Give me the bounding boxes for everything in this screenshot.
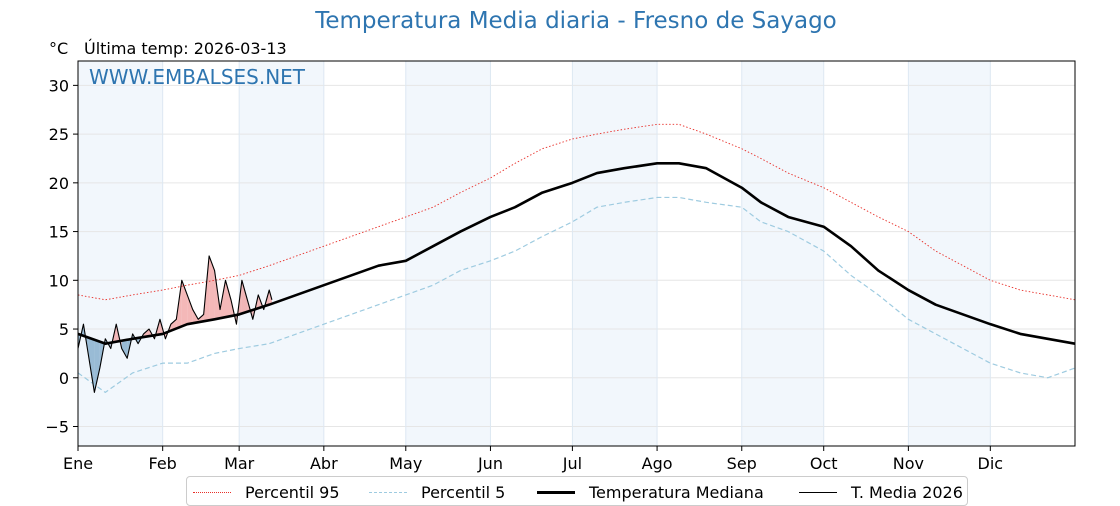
x-tick-label: Oct — [810, 454, 838, 473]
x-tick-label: Abr — [310, 454, 338, 473]
x-tick-label: Dic — [978, 454, 1004, 473]
month-band — [78, 61, 163, 446]
warm-anomaly-fill — [187, 294, 193, 325]
chart-title: Temperatura Media diaria - Fresno de Say… — [315, 8, 837, 34]
legend-label: Percentil 95 — [245, 482, 340, 502]
series-line-2 — [77, 162, 1076, 345]
axes-ticks: −5 0 5 10 15 20 25 30 Ene Feb Mar Abr May Jun Jul Ago Se… — [45, 76, 1003, 473]
month-band — [741, 61, 824, 446]
x-tick-label: Jun — [477, 454, 503, 473]
y-unit-label: °C — [49, 39, 69, 58]
warm-anomaly-fill — [143, 329, 150, 338]
y-tick-label: 10 — [49, 271, 69, 290]
month-band — [239, 61, 324, 446]
last-temp-label: Última temp: 2026-03-13 — [84, 39, 287, 58]
x-tick-label: Feb — [149, 454, 177, 473]
warm-anomaly-fill — [110, 324, 117, 349]
legend-item-mediana: Temperatura Mediana — [537, 481, 764, 503]
x-tick-label: Jul — [562, 454, 582, 473]
series-lines — [77, 123, 1076, 393]
y-tick-label: 30 — [49, 76, 69, 95]
legend-label: T. Media 2026 — [851, 482, 963, 502]
legend-item-percentil-5: Percentil 5 — [369, 481, 505, 503]
cold-anomaly-fill — [88, 337, 95, 393]
legend-swatch-mediana — [537, 490, 575, 494]
month-band — [572, 61, 658, 446]
plot-frame — [77, 60, 1076, 447]
y-tick-label: 20 — [49, 174, 69, 193]
warm-anomaly-fill — [116, 324, 122, 349]
cold-anomaly-fill — [121, 339, 128, 359]
series-line-3 — [77, 255, 273, 393]
warm-anomaly-fill — [241, 280, 248, 314]
cold-anomaly-fill — [94, 339, 100, 393]
y-tick-label: 5 — [59, 320, 69, 339]
warm-anomaly-fill — [209, 255, 215, 321]
y-tick-label: 25 — [49, 125, 69, 144]
x-tick-label: May — [389, 454, 422, 473]
x-tick-label: Nov — [893, 454, 924, 473]
legend-swatch-p95 — [193, 491, 231, 493]
legend-label: Percentil 5 — [421, 482, 506, 502]
watermark: WWW.EMBALSES.NET — [89, 65, 306, 89]
x-tick-label: Ene — [63, 454, 93, 473]
legend-item-percentil-95: Percentil 95 — [193, 481, 340, 503]
x-tick-label: Mar — [224, 454, 255, 473]
legend-item-media-2026: T. Media 2026 — [799, 481, 963, 503]
series-line-0 — [77, 123, 1076, 301]
x-tick-label: Sep — [727, 454, 757, 473]
x-tick-label: Ago — [642, 454, 673, 473]
y-tick-label: 0 — [59, 369, 69, 388]
month-bands — [78, 61, 991, 446]
y-tick-label: −5 — [45, 418, 69, 437]
legend-swatch-2026 — [799, 491, 837, 493]
month-band — [908, 61, 991, 446]
series-line-1 — [77, 196, 1076, 393]
chart-legend: Percentil 95 Percentil 5 Temperatura Med… — [186, 476, 968, 506]
legend-label: Temperatura Mediana — [589, 482, 764, 502]
warm-anomaly-fill — [225, 280, 231, 318]
legend-swatch-p5 — [369, 491, 407, 493]
y-tick-label: 15 — [49, 223, 69, 242]
